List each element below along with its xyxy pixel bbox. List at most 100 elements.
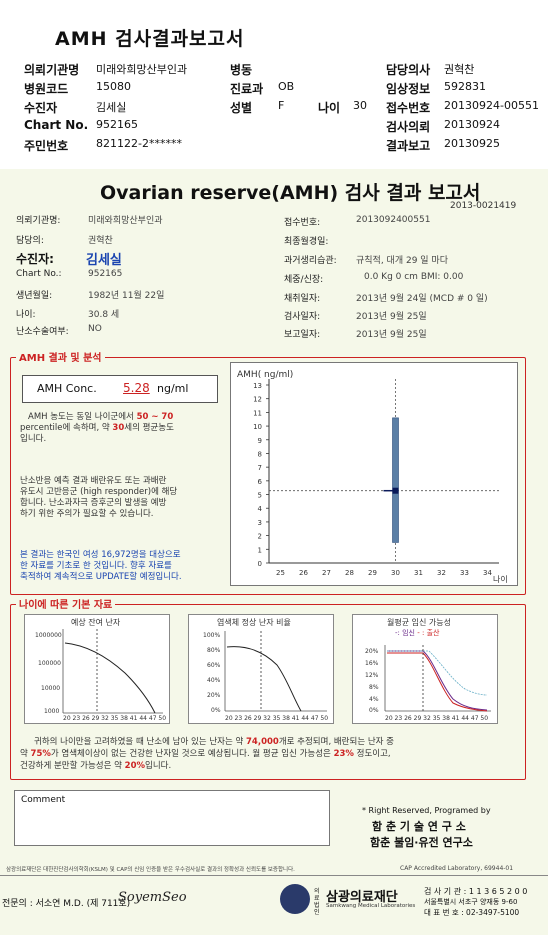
amh-x-tick-label: 30 <box>391 569 400 577</box>
p1-range: 50 ~ 70 <box>136 412 174 422</box>
value-doctor: 권혁찬 <box>444 63 475 76</box>
amh-range-bar <box>392 417 399 543</box>
chart1-x-axis: 20 23 26 29 32 35 38 41 44 47 50 <box>63 715 167 722</box>
label-resident-no: 주민번호 <box>24 139 69 153</box>
chart3-pregnancy-curve <box>387 650 488 711</box>
amh-y-tick-label: 4 <box>258 505 263 513</box>
value-resident-no: 821122-2****** <box>96 137 182 150</box>
r-label-age: 나이: <box>16 310 36 320</box>
p1-c: 세의 평균농도 <box>124 423 174 433</box>
p1-age: 30 <box>112 423 125 433</box>
mini-chart-eggs: 예상 잔여 난자 1000000 100000 10000 1000 20 23… <box>24 614 170 724</box>
r-value-surgery: NO <box>88 324 102 334</box>
r-value-age: 30.8 세 <box>88 310 120 320</box>
p2-line: 난소반응 예측 결과 배란유도 또는 과배란 <box>20 476 167 486</box>
amh-y-tick-label: 12 <box>253 396 262 404</box>
r-value-test: 2013년 9월 25일 <box>356 312 427 322</box>
contact-3: 대 표 번 호 : 02-3497-5100 <box>424 908 520 917</box>
s3b: 입니다. <box>145 761 172 771</box>
amh-section-box <box>10 357 526 595</box>
amh-x-tick-label: 33 <box>460 569 469 577</box>
value-hospital-code: 15080 <box>96 80 131 93</box>
r-value-body: 0.0 Kg 0 cm BMI: 0.00 <box>364 272 464 282</box>
amh-y-tick-label: 10 <box>253 423 262 431</box>
value-patient: 김세실 <box>96 101 127 114</box>
org-name-2: 함춘 불임·유전 연구소 <box>370 836 473 849</box>
s2-val2: 23% <box>333 749 354 759</box>
amh-y-tick-label: 1 <box>258 546 262 554</box>
r-label-collect: 채취일자: <box>284 294 321 304</box>
r-value-institution: 미래와희망산부인과 <box>88 216 163 226</box>
amh-x-tick-label: 27 <box>322 569 331 577</box>
label-request-date: 검사의뢰 <box>386 120 431 134</box>
amh-conc-unit: ng/ml <box>157 382 189 395</box>
r-label-patient: 수진자: <box>16 252 54 266</box>
chart3-title: 월평균 임신 가능성 <box>387 618 451 627</box>
chart2-svg: 100% 80% 60% 40% 20% 0% <box>203 631 327 714</box>
s2c: 정도이고, <box>356 749 391 759</box>
label-hospital-code: 병원코드 <box>24 82 69 96</box>
amh-result-point <box>392 487 399 494</box>
amh-basis-text: 본 결과는 한국인 여성 16,972명을 대상으로 한 자료를 기초로 한 것… <box>20 550 230 583</box>
amh-x-tick-label: 25 <box>276 569 285 577</box>
p3-line: 본 결과는 한국인 여성 16,972명을 대상으로 <box>20 550 181 560</box>
cap-text: CAP Accredited Laboratory, 69944-01 <box>400 865 514 872</box>
legend-birth: - : 출산 <box>417 629 440 637</box>
label-department: 진료과 <box>230 82 264 96</box>
amh-y-tick-label: 8 <box>258 450 262 458</box>
p3-line: 한 자료를 기초로 한 것입니다. 향후 자료를 <box>20 561 172 571</box>
scan-title: Ovarian reserve(AMH) 검사 결과 보고서 <box>100 182 481 204</box>
chart1-y-tick: 1000000 <box>35 632 62 639</box>
chart2-title: 염색체 정상 난자 비율 <box>217 618 291 627</box>
comment-label: Comment <box>21 795 66 805</box>
chart2-y-tick: 40% <box>207 677 221 684</box>
p1-a: AMH 농도는 동일 나이군에서 <box>28 412 134 422</box>
chart3-y-tick: 20% <box>365 648 379 655</box>
label-age: 나이 <box>318 101 341 115</box>
r-label-body: 체중/신장: <box>284 275 324 285</box>
p2-line: 합니다. 난소과자극 증후군의 발생을 예방 <box>20 498 167 508</box>
label-clinical-info: 임상정보 <box>386 82 431 96</box>
amh-response-text: 난소반응 예측 결과 배란유도 또는 과배란 유도시 고반응군 (high re… <box>20 476 230 520</box>
r-value-collect: 2013년 9월 24일 (MCD # 0 일) <box>356 294 488 304</box>
p2-line: 유도시 고반응군 (high responder)에 해당 <box>20 487 178 497</box>
chart3-y-tick: 8% <box>369 684 379 691</box>
amh-conc-box: AMH Conc. 5.28 ng/ml <box>22 375 218 403</box>
r-label-report: 보고일자: <box>284 330 321 340</box>
r-label-institution: 의뢰기관명: <box>16 216 61 226</box>
amh-chart-title: AMH( ng/ml) <box>237 370 293 380</box>
amh-y-tick-label: 2 <box>258 533 262 541</box>
value-chart-no: 952165 <box>96 118 138 131</box>
p1-b: percentile에 속하며, 약 <box>20 423 110 433</box>
rights-text: * Right Reserved, Programed by <box>362 806 491 815</box>
amh-y-tick-label: 9 <box>258 437 262 445</box>
age-section-box <box>10 604 526 780</box>
chart1-title: 예상 잔여 난자 <box>71 618 121 627</box>
r-label-cycle: 과거생리습관: <box>284 256 337 266</box>
legend-pregnancy: -: 임신 <box>395 629 415 637</box>
s2a: 약 <box>20 749 28 759</box>
amh-x-tick-label: 31 <box>414 569 423 577</box>
p1-d: 입니다. <box>20 434 47 444</box>
r-label-surgery: 난소수술여부: <box>16 327 69 337</box>
comment-box: Comment <box>14 790 330 846</box>
chart2-y-tick: 60% <box>207 662 221 669</box>
r-value-receipt: 2013092400551 <box>356 215 431 225</box>
amh-chart-xlabel: 나이 <box>493 574 508 584</box>
label-receipt-no: 접수번호 <box>386 101 431 115</box>
amh-x-tick-label: 28 <box>345 569 354 577</box>
r-label-receipt: 접수번호: <box>284 218 321 228</box>
value-receipt-no: 20130924-00551 <box>444 99 539 112</box>
contact-1: 검 사 기 관 : 1 1 3 6 5 2 0 0 <box>424 887 528 896</box>
chart2-y-tick: 0% <box>211 707 221 714</box>
contact-2: 서울특별시 서초구 양재동 9-60 <box>424 898 518 906</box>
amh-x-tick-label: 29 <box>368 569 377 577</box>
p2-line: 하기 위한 주의가 필요할 수 있습니다. <box>20 509 154 519</box>
s2-val: 75% <box>30 749 51 759</box>
chart1-curve <box>64 642 156 714</box>
amh-section-title: AMH 결과 및 분석 <box>16 349 105 364</box>
chart3-x-axis: 20 23 26 29 32 35 38 41 44 47 50 <box>385 715 489 722</box>
label-report-date: 결과보고 <box>386 139 431 153</box>
chart1-y-tick: 100000 <box>38 660 61 667</box>
logo-name: 삼광의료재단 <box>326 890 398 905</box>
